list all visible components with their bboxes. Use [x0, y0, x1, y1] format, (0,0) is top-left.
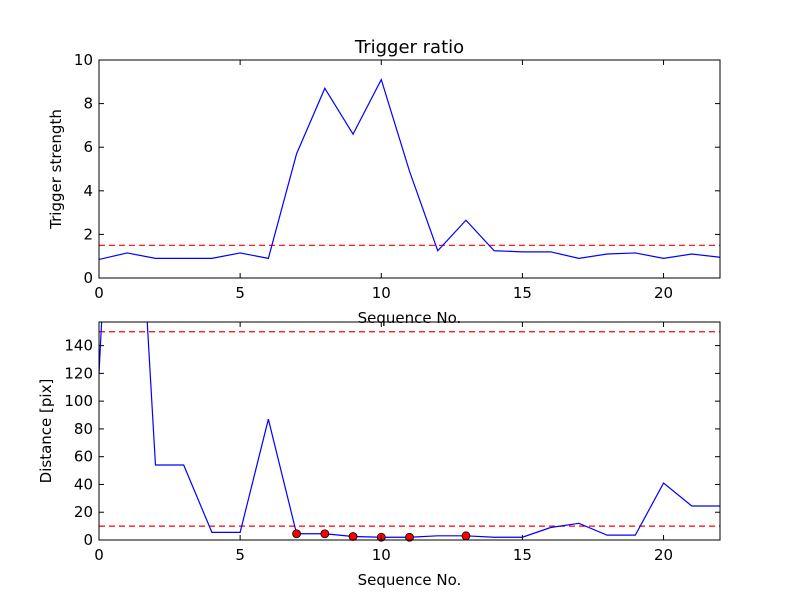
x-tick-label: 15	[513, 546, 532, 564]
x-tick-label: 5	[235, 284, 245, 302]
y-axis-label: Trigger strength	[47, 109, 65, 230]
x-tick-label: 0	[94, 546, 104, 564]
y-tick-label: 2	[83, 225, 93, 243]
y-tick-label: 20	[74, 503, 93, 521]
x-axis-label: Sequence No.	[358, 309, 462, 327]
y-tick-label: 0	[83, 531, 93, 549]
data-point	[320, 529, 330, 539]
y-tick-label: 100	[64, 392, 93, 410]
series-line	[99, 78, 720, 261]
y-tick-label: 80	[74, 420, 93, 438]
data-point	[405, 532, 414, 542]
y-tick-label: 60	[74, 448, 93, 466]
x-tick-label: 0	[94, 284, 104, 302]
chart-title: Trigger ratio	[354, 37, 464, 58]
x-tick-label: 15	[513, 284, 532, 302]
data-point	[348, 532, 358, 541]
x-tick-label: 10	[372, 284, 391, 302]
y-tick-label: 6	[83, 138, 93, 156]
y-tick-label: 40	[74, 475, 93, 493]
x-tick-label: 5	[235, 546, 245, 564]
y-tick-label: 10	[74, 51, 93, 69]
y-tick-label: 8	[83, 95, 93, 113]
data-point	[461, 531, 471, 541]
distance-chart: 0 5 10 15 20 0 20 40 60 80 100 120 140 Sequence No. Di…	[37, 321, 721, 589]
plot-frame	[98, 59, 721, 279]
x-tick-label: 20	[654, 284, 673, 302]
x-axis-label: Sequence No.	[358, 571, 462, 589]
series-line	[99, 322, 720, 538]
plot-frame	[98, 321, 721, 541]
x-tick-label: 10	[372, 546, 391, 564]
x-tick-label: 20	[654, 546, 673, 564]
y-tick-label: 0	[83, 269, 93, 287]
trigger-ratio-chart: Trigger ratio 0 5 10 15 20 0 2 4 6 8 10 Sequence No.…	[47, 37, 721, 327]
y-tick-label: 140	[64, 337, 93, 355]
y-axis-label: Distance [pix]	[37, 379, 55, 484]
data-point	[292, 529, 301, 539]
y-tick-label: 4	[83, 182, 93, 200]
y-tick-label: 120	[64, 364, 93, 382]
